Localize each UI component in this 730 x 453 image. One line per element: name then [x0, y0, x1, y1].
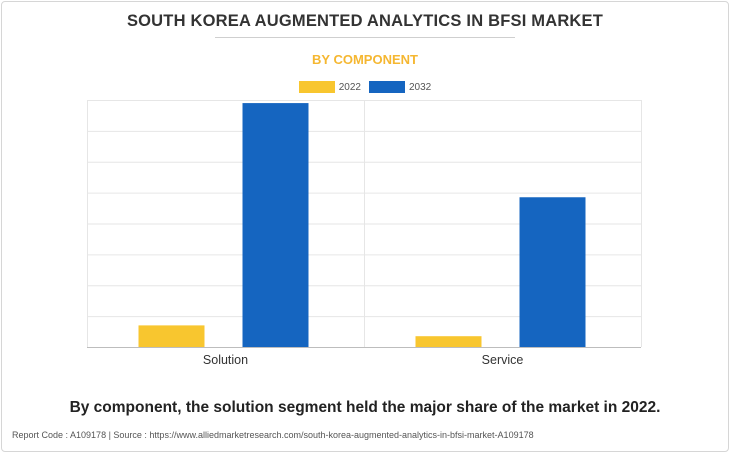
legend-swatch-2032 — [369, 81, 405, 93]
x-tick-label: Service — [482, 353, 524, 367]
x-tick-label: Solution — [203, 353, 248, 367]
bar-2022-service — [415, 336, 482, 347]
legend-label-2022: 2022 — [338, 81, 361, 93]
chart-title: SOUTH KOREA AUGMENTED ANALYTICS IN BFSI … — [126, 12, 604, 30]
bar-2032-solution — [242, 103, 309, 348]
legend-swatch-2022 — [298, 81, 335, 93]
report-footer: Report Code : A109178 | Source : https:/… — [12, 430, 534, 440]
legend-label-2032: 2032 — [409, 81, 432, 93]
legend-item-2032[interactable]: 2032 — [369, 81, 431, 93]
chart-caption: By component, the solution segment held … — [69, 399, 661, 416]
legend: 2022 2032 — [0, 80, 730, 94]
bar-2022-solution — [138, 325, 205, 347]
chart-subtitle: BY COMPONENT — [312, 52, 418, 67]
legend-item-2022[interactable]: 2022 — [298, 81, 361, 93]
title-divider — [215, 37, 515, 38]
bar-2032-service — [519, 197, 586, 347]
